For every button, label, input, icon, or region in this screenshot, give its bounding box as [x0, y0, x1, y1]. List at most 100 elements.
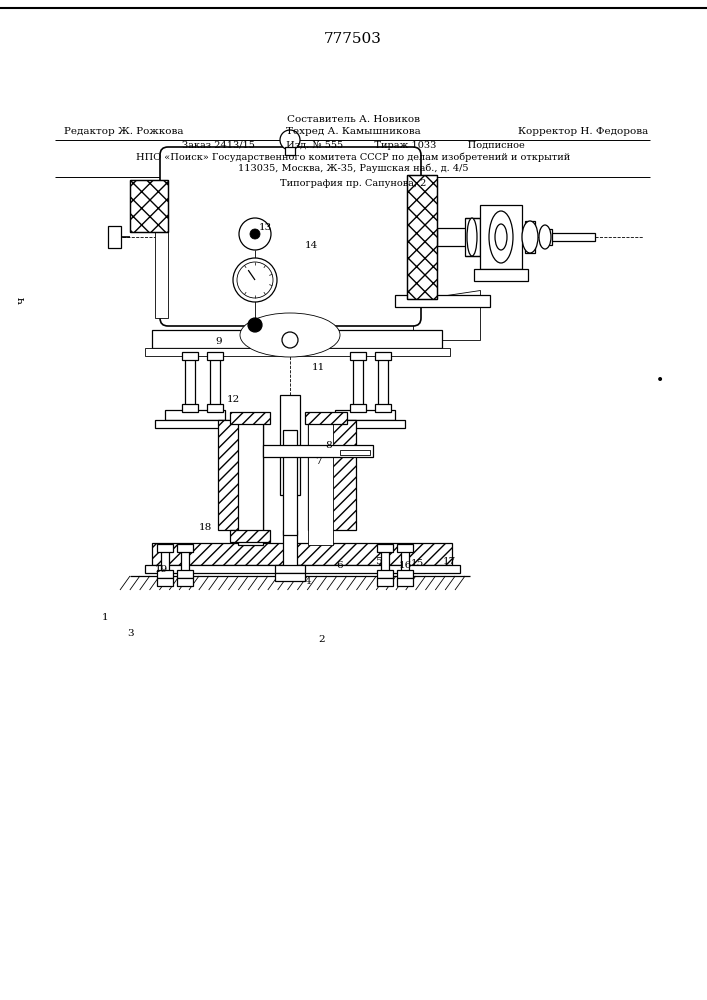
Bar	[407, 175, 437, 299]
Ellipse shape	[467, 218, 477, 256]
Text: 1: 1	[101, 613, 108, 622]
Text: Корректор Н. Федорова: Корректор Н. Федорова	[518, 127, 648, 136]
Bar	[308, 420, 356, 530]
Circle shape	[239, 218, 271, 250]
Bar	[375, 404, 391, 412]
Circle shape	[250, 229, 260, 239]
Ellipse shape	[489, 211, 513, 263]
Bar	[207, 404, 223, 412]
Text: 18: 18	[199, 524, 211, 532]
Text: 13: 13	[259, 224, 271, 232]
Polygon shape	[413, 290, 480, 340]
Bar	[377, 570, 393, 578]
Text: 4: 4	[304, 578, 311, 586]
Text: 17: 17	[443, 558, 456, 566]
Bar	[305, 412, 347, 424]
Bar	[157, 578, 173, 586]
Bar	[395, 295, 490, 307]
Bar	[152, 543, 452, 565]
Bar	[263, 445, 373, 457]
Ellipse shape	[522, 221, 538, 253]
Bar	[308, 415, 333, 545]
Bar	[335, 410, 395, 420]
Text: 113035, Москва, Ж-35, Раушская наб., д. 4/5: 113035, Москва, Ж-35, Раушская наб., д. …	[238, 163, 469, 173]
Bar	[155, 232, 168, 318]
Bar	[165, 410, 225, 420]
Bar	[275, 573, 305, 581]
Bar	[238, 415, 263, 545]
Bar	[397, 544, 413, 552]
Text: 5: 5	[375, 558, 382, 566]
Bar	[280, 395, 300, 495]
Bar	[152, 330, 442, 348]
Bar	[397, 570, 413, 578]
Bar	[207, 352, 223, 360]
Bar	[161, 548, 169, 574]
Text: 12: 12	[227, 395, 240, 404]
Bar	[480, 205, 522, 269]
Bar	[108, 226, 121, 248]
Text: Редактор Ж. Рожкова: Редактор Ж. Рожкова	[64, 127, 184, 136]
Ellipse shape	[539, 225, 551, 249]
Bar	[157, 544, 173, 552]
Bar	[381, 548, 389, 574]
Text: •: •	[656, 373, 664, 387]
Circle shape	[280, 130, 300, 150]
Bar	[230, 412, 270, 424]
FancyBboxPatch shape	[160, 147, 421, 326]
Bar	[397, 578, 413, 586]
Bar	[375, 352, 391, 360]
Bar	[185, 356, 195, 408]
Bar	[182, 404, 198, 412]
Circle shape	[282, 332, 298, 348]
Text: 2: 2	[318, 636, 325, 645]
Bar	[540, 229, 552, 245]
Bar	[465, 218, 480, 256]
Text: 16: 16	[399, 562, 411, 570]
Text: НПО «Поиск» Государственного комитета СССР по делам изобретений и открытий: НПО «Поиск» Государственного комитета СС…	[136, 152, 571, 162]
Text: 15: 15	[411, 560, 423, 568]
Bar	[182, 352, 198, 360]
Text: Типография пр. Сапунова, 2: Типография пр. Сапунова, 2	[280, 180, 427, 188]
Bar	[145, 348, 450, 356]
Bar	[177, 578, 193, 586]
Bar	[285, 147, 295, 155]
Circle shape	[233, 258, 277, 302]
Bar	[157, 570, 173, 578]
Circle shape	[248, 318, 262, 332]
Ellipse shape	[240, 313, 340, 357]
Bar	[401, 548, 409, 574]
Text: 6: 6	[336, 560, 343, 570]
Bar	[177, 544, 193, 552]
Bar	[130, 180, 168, 232]
Text: 777503: 777503	[324, 32, 382, 46]
Bar	[350, 404, 366, 412]
Bar	[210, 356, 220, 408]
Text: 11: 11	[312, 363, 325, 372]
Bar	[407, 175, 437, 299]
Bar	[283, 530, 297, 568]
Bar	[275, 565, 305, 573]
Text: ч: ч	[17, 296, 27, 304]
Ellipse shape	[495, 224, 507, 250]
Text: 14: 14	[305, 241, 317, 250]
Bar	[130, 180, 168, 232]
Bar	[350, 352, 366, 360]
Text: Составитель А. Новиков: Составитель А. Новиков	[287, 115, 420, 124]
Bar	[155, 420, 235, 428]
Bar	[230, 530, 270, 542]
Text: 3: 3	[127, 630, 134, 639]
Bar	[540, 233, 595, 241]
Bar	[325, 420, 405, 428]
Bar	[474, 269, 528, 281]
Text: 7: 7	[315, 458, 322, 466]
Bar	[377, 578, 393, 586]
Text: Техред А. Камышникова: Техред А. Камышникова	[286, 127, 421, 136]
Bar	[378, 356, 388, 408]
Text: Заказ 2413/15          Изд. № 555          Тираж 1033          Подписное: Заказ 2413/15 Изд. № 555 Тираж 1033 Подп…	[182, 141, 525, 150]
Bar	[525, 221, 535, 253]
Bar	[377, 544, 393, 552]
Circle shape	[237, 262, 273, 298]
Bar	[437, 228, 467, 246]
Bar	[181, 548, 189, 574]
